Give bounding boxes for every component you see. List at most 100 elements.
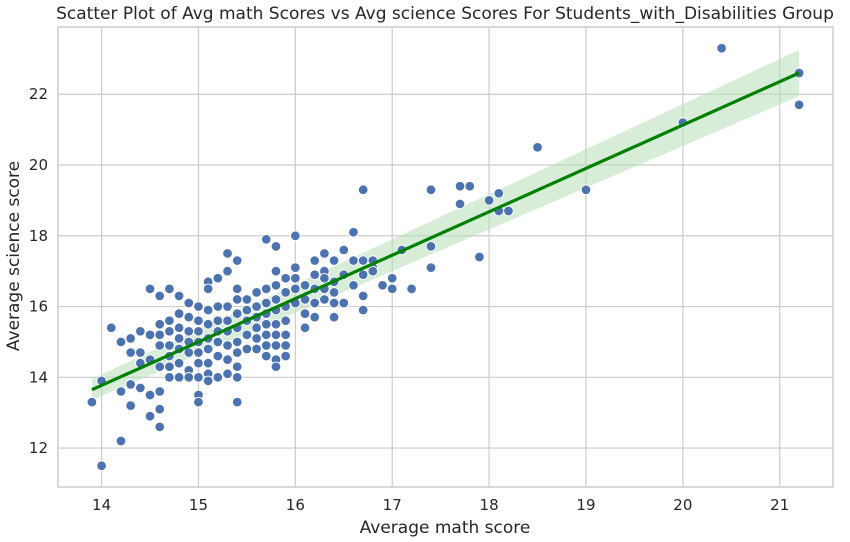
data-point	[270, 241, 282, 252]
data-point	[173, 357, 185, 369]
x-tick-label: 17	[383, 496, 402, 514]
data-point	[86, 396, 98, 408]
data-point	[319, 272, 330, 284]
data-point	[106, 322, 117, 334]
y-tick-label: 18	[29, 227, 48, 245]
x-tick-label: 19	[576, 496, 595, 514]
data-point	[173, 372, 185, 383]
data-point	[115, 435, 127, 447]
data-point	[251, 287, 262, 298]
data-point	[231, 283, 243, 295]
data-point	[251, 322, 262, 334]
data-point	[164, 283, 175, 295]
y-tick-labels: 12 14 16 18 20 22	[29, 85, 48, 457]
data-point	[144, 329, 156, 341]
data-point	[231, 336, 243, 348]
data-point	[222, 368, 233, 380]
data-point	[319, 248, 330, 259]
data-point	[202, 318, 214, 330]
data-point	[348, 226, 359, 238]
data-point	[125, 379, 136, 390]
data-point	[425, 184, 437, 196]
data-point	[261, 297, 272, 309]
data-point	[299, 322, 311, 334]
data-point	[222, 340, 233, 351]
data-point	[202, 283, 214, 295]
data-point	[144, 410, 156, 422]
data-point	[222, 265, 233, 277]
x-tick-label: 21	[770, 496, 789, 514]
data-point	[193, 396, 204, 408]
data-point	[309, 311, 320, 323]
data-point	[580, 184, 592, 196]
data-point	[367, 265, 379, 277]
data-point	[193, 357, 204, 369]
data-point	[290, 230, 301, 242]
data-point	[154, 290, 165, 302]
data-point	[251, 343, 262, 355]
data-point	[193, 301, 204, 312]
data-point	[125, 333, 136, 344]
data-point	[231, 361, 243, 372]
data-point	[328, 255, 340, 266]
data-point	[270, 329, 282, 341]
data-point	[357, 304, 369, 316]
data-point	[154, 340, 165, 351]
data-point	[261, 350, 272, 362]
data-point	[183, 297, 195, 309]
data-point	[212, 272, 224, 284]
data-point	[241, 304, 253, 316]
data-point	[154, 421, 165, 433]
data-point	[241, 294, 253, 305]
data-point	[193, 315, 204, 326]
data-point	[173, 290, 185, 302]
data-point	[154, 403, 165, 415]
data-point	[270, 318, 282, 330]
data-point	[164, 340, 175, 351]
data-point	[464, 180, 475, 192]
data-point	[299, 280, 311, 291]
data-point	[183, 372, 195, 383]
data-point	[454, 198, 466, 210]
x-tick-label: 14	[92, 496, 111, 514]
y-tick-label: 12	[29, 439, 48, 457]
data-point	[251, 333, 262, 344]
data-point	[328, 311, 340, 323]
data-point	[222, 301, 233, 312]
data-point	[793, 99, 805, 111]
data-point	[299, 308, 311, 319]
data-point	[425, 262, 437, 273]
data-point	[144, 283, 156, 295]
data-point	[328, 297, 340, 309]
y-tick-label: 16	[29, 298, 48, 316]
data-point	[280, 329, 291, 341]
data-point	[164, 361, 175, 372]
data-point	[241, 343, 253, 355]
data-point	[290, 272, 301, 284]
data-point	[251, 301, 262, 312]
data-point	[193, 326, 204, 337]
data-point	[222, 354, 233, 365]
data-point	[231, 396, 243, 408]
data-point	[280, 350, 291, 362]
data-point	[261, 340, 272, 351]
x-tick-label: 15	[189, 496, 208, 514]
x-tick-label: 18	[480, 496, 499, 514]
regression-line	[91, 71, 800, 392]
data-point	[212, 372, 224, 383]
data-point	[212, 315, 224, 326]
data-point	[173, 308, 185, 319]
data-point	[716, 42, 727, 54]
data-point	[164, 326, 175, 337]
data-point	[164, 315, 175, 326]
data-point	[202, 304, 214, 316]
data-point	[270, 340, 282, 351]
data-point	[425, 241, 437, 252]
x-tick-label: 20	[673, 496, 692, 514]
points-layer	[86, 42, 805, 472]
data-point	[309, 297, 320, 309]
data-point	[222, 315, 233, 326]
data-point	[231, 347, 243, 358]
data-point	[135, 326, 146, 337]
data-point	[386, 283, 398, 295]
